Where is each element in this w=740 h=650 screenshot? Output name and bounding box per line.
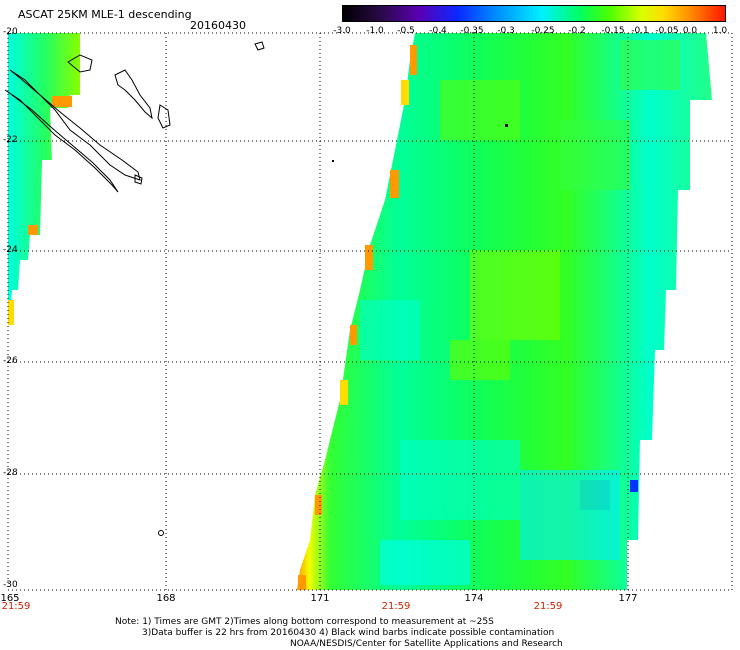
island-marker (505, 124, 508, 127)
lon-label: 177 (618, 593, 638, 604)
colorbar-label: -0.05 (655, 26, 679, 36)
island-marker (332, 160, 334, 162)
coastline (4, 41, 265, 536)
colorbar-label: -0.4 (429, 26, 447, 36)
lon-label: 171 (310, 593, 330, 604)
time-label: 21:59 (1, 601, 31, 612)
swath-texture (360, 40, 680, 585)
colorbar-label: -0.15 (601, 26, 625, 36)
colorbar-label: -0.2 (568, 26, 586, 36)
note-line-2: 3)Data buffer is 22 hrs from 20160430 4)… (142, 628, 555, 638)
map-title: ASCAT 25KM MLE-1 descending (18, 8, 192, 21)
gridlines (8, 33, 732, 590)
time-label: 21:59 (381, 601, 411, 612)
time-label: 21:59 (533, 601, 563, 612)
colorbar-label: -0.35 (460, 26, 484, 36)
lon-label: 174 (464, 593, 484, 604)
colorbar-label: -3.0 (333, 26, 351, 36)
colorbar (342, 5, 726, 22)
map-date: 20160430 (190, 19, 246, 32)
note-line-1: Note: 1) Times are GMT 2)Times along bot… (115, 617, 494, 627)
note-line-3: NOAA/NESDIS/Center for Satellite Applica… (290, 639, 563, 649)
swath-edge-cells (298, 45, 638, 590)
colorbar-label: -0.25 (531, 26, 555, 36)
colorbar-labels: -3.0 -1.0 -0.5 -0.4 -0.35 -0.3 -0.25 -0.… (330, 26, 734, 38)
lat-label: -28 (3, 468, 18, 478)
lat-label: -20 (3, 27, 18, 37)
colorbar-label: -0.3 (497, 26, 515, 36)
swath-left-cell (8, 300, 14, 325)
colorbar-label: 0.0 (682, 26, 698, 36)
lon-label: 165 (0, 593, 20, 604)
colorbar-label: -0.1 (631, 26, 649, 36)
lat-label: -24 (3, 245, 18, 255)
colorbar-label: -0.5 (397, 26, 415, 36)
lon-label: 168 (156, 593, 176, 604)
swath-left-cell (28, 225, 38, 235)
lat-label: -22 (3, 135, 18, 145)
colorbar-label: -1.0 (366, 26, 384, 36)
lat-label: -30 (3, 580, 18, 590)
swath-left-cell (52, 96, 72, 107)
colorbar-label: 1.0 (712, 26, 728, 36)
lat-label: -26 (3, 356, 18, 366)
